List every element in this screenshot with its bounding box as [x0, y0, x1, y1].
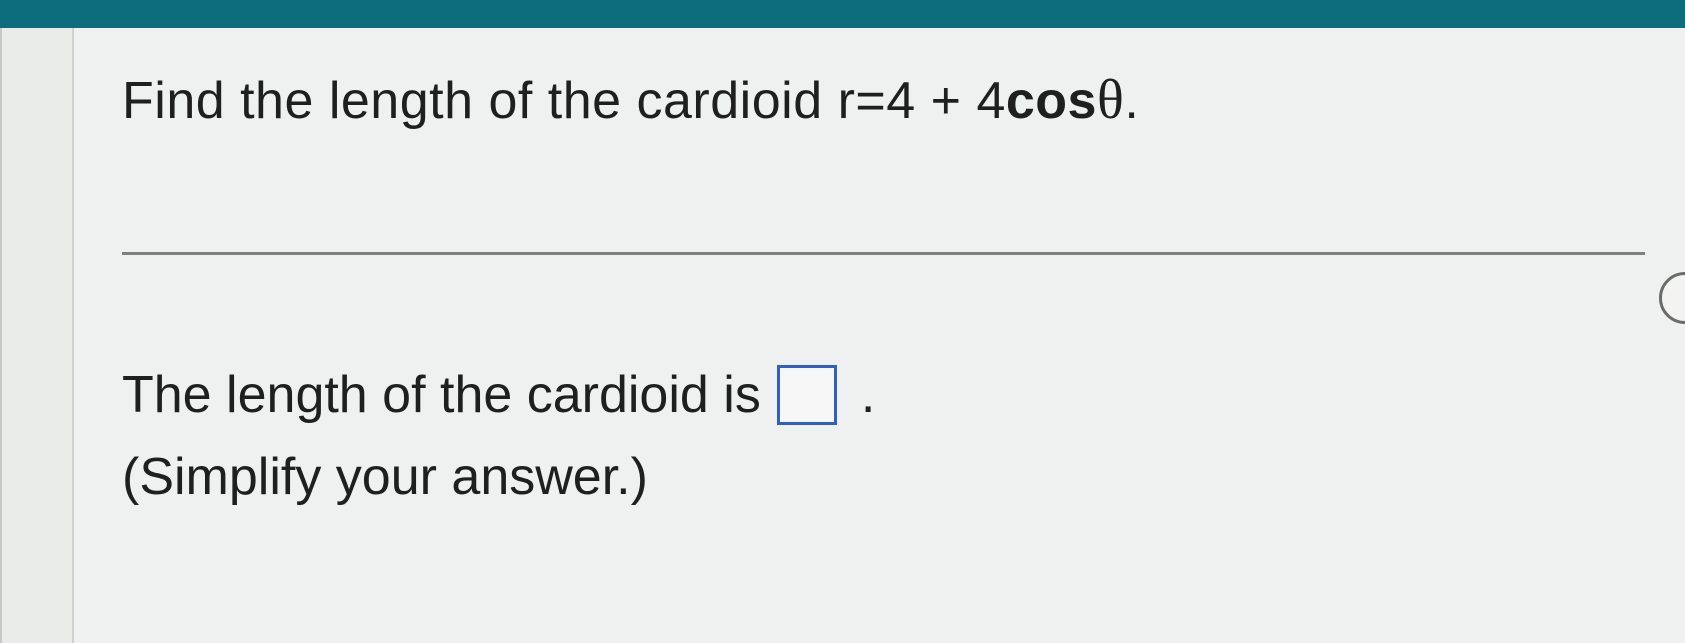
- equation-theta: θ: [1097, 68, 1124, 132]
- equation-equals: =: [855, 71, 886, 131]
- question-prefix: Find the length of the cardioid: [122, 71, 838, 131]
- equation-rhs-a: 4 + 4: [886, 71, 1006, 131]
- content-area: Find the length of the cardioid r = 4 + …: [0, 28, 1685, 643]
- app-topbar: [0, 0, 1685, 28]
- answer-hint: (Simplify your answer.): [122, 447, 1645, 507]
- answer-input[interactable]: [777, 365, 837, 425]
- equation-cos: cos: [1006, 71, 1097, 131]
- equation-lhs: r: [838, 71, 856, 131]
- question-text: Find the length of the cardioid r = 4 + …: [122, 68, 1645, 132]
- answer-prefix: The length of the cardioid is: [122, 365, 761, 425]
- answer-line: The length of the cardioid is .: [122, 365, 1645, 425]
- answer-block: The length of the cardioid is . (Simplif…: [122, 365, 1645, 507]
- section-divider: [122, 252, 1645, 255]
- left-gutter: [2, 28, 74, 643]
- question-panel: Find the length of the cardioid r = 4 + …: [74, 28, 1685, 643]
- equation-period: .: [1124, 71, 1139, 131]
- answer-period: .: [861, 365, 875, 425]
